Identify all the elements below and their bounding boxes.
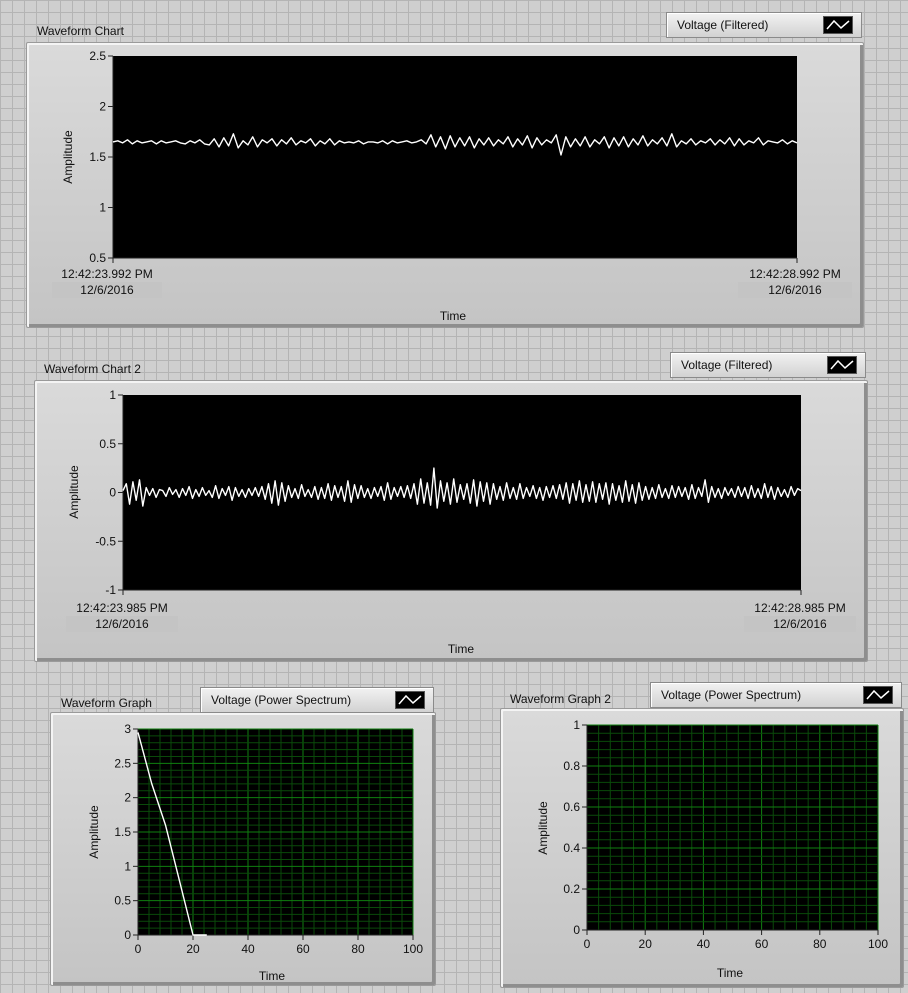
- y-tick-label: 0: [573, 923, 580, 937]
- y-tick-label: 3: [124, 722, 131, 736]
- series-line: [112, 133, 798, 156]
- y-tick-label: 2: [124, 791, 131, 805]
- x-tick-label: 60: [755, 937, 769, 951]
- y-tick-label: 0: [109, 486, 116, 500]
- x-start-time: 12:42:23.985 PM: [76, 601, 168, 615]
- plot-style-icon[interactable]: [823, 16, 853, 34]
- x-tick-label: 40: [241, 942, 255, 956]
- x-start-time-label: 12:42:23.992 PM 12/6/2016: [52, 266, 162, 298]
- plot-area: [587, 725, 878, 930]
- x-tick-label: 40: [697, 937, 711, 951]
- x-start-date: 12/6/2016: [66, 616, 178, 632]
- y-tick-label: 0.4: [563, 841, 580, 855]
- y-tick-label: 1.5: [114, 825, 131, 839]
- x-axis-title: Time: [448, 642, 475, 656]
- x-tick-label: 100: [868, 937, 888, 951]
- y-tick-label: 2.5: [89, 49, 106, 63]
- plot-area: [113, 56, 797, 258]
- waveform-graph-title: Waveform Graph: [61, 696, 152, 710]
- x-end-time: 12:42:28.992 PM: [749, 267, 841, 281]
- y-tick-label: 1: [124, 859, 131, 873]
- plot-style-icon[interactable]: [395, 691, 425, 709]
- y-tick-label: 1: [109, 388, 116, 402]
- y-tick-label: 0.5: [99, 437, 116, 451]
- y-tick-label: 1: [99, 201, 106, 215]
- waveform-graph-2-legend[interactable]: Voltage (Power Spectrum): [650, 682, 902, 708]
- series-line: [137, 732, 207, 936]
- y-tick-label: 2.5: [114, 756, 131, 770]
- y-tick-label: -1: [105, 583, 116, 597]
- waveform-chart-legend[interactable]: Voltage (Filtered): [666, 12, 862, 38]
- y-axis-title: Amplitude: [87, 805, 101, 859]
- x-tick-label: 100: [403, 942, 423, 956]
- x-tick-label: 80: [351, 942, 365, 956]
- y-tick-label: 0.8: [563, 759, 580, 773]
- waveform-graph-legend[interactable]: Voltage (Power Spectrum): [200, 687, 434, 713]
- plot-style-icon[interactable]: [827, 356, 857, 374]
- y-tick-label: 1.5: [89, 150, 106, 164]
- legend-label: Voltage (Power Spectrum): [661, 688, 802, 702]
- y-tick-label: 0: [124, 928, 131, 942]
- x-tick-label: 80: [813, 937, 827, 951]
- x-axis-title: Time: [717, 966, 744, 980]
- x-start-time-label: 12:42:23.985 PM 12/6/2016: [66, 600, 178, 632]
- legend-label: Voltage (Filtered): [681, 358, 773, 372]
- x-end-time: 12:42:28.985 PM: [754, 601, 846, 615]
- waveform-graph-2-title: Waveform Graph 2: [510, 692, 611, 706]
- x-tick-label: 0: [135, 942, 142, 956]
- x-end-date: 12/6/2016: [744, 616, 856, 632]
- x-end-time-label: 12:42:28.992 PM 12/6/2016: [738, 266, 852, 298]
- waveform-chart-2-title: Waveform Chart 2: [44, 362, 141, 376]
- x-start-date: 12/6/2016: [52, 282, 162, 298]
- x-end-date: 12/6/2016: [738, 282, 852, 298]
- y-axis-title: Amplitude: [536, 801, 550, 855]
- y-axis-title: Amplitude: [67, 465, 81, 519]
- y-tick-label: 0.2: [563, 882, 580, 896]
- legend-label: Voltage (Power Spectrum): [211, 693, 352, 707]
- y-tick-label: 0.5: [89, 251, 106, 265]
- x-axis-title: Time: [259, 969, 286, 983]
- series-line: [122, 467, 802, 509]
- x-end-time-label: 12:42:28.985 PM 12/6/2016: [744, 600, 856, 632]
- x-tick-label: 0: [584, 937, 591, 951]
- y-tick-label: 0.6: [563, 800, 580, 814]
- y-tick-label: 1: [573, 718, 580, 732]
- legend-label: Voltage (Filtered): [677, 18, 769, 32]
- y-axis-title: Amplitude: [61, 130, 75, 184]
- y-tick-label: -0.5: [95, 534, 116, 548]
- x-start-time: 12:42:23.992 PM: [61, 267, 153, 281]
- waveform-chart-title: Waveform Chart: [37, 24, 124, 38]
- x-tick-label: 60: [296, 942, 310, 956]
- y-tick-label: 2: [99, 100, 106, 114]
- x-tick-label: 20: [639, 937, 653, 951]
- waveform-chart-2-legend[interactable]: Voltage (Filtered): [670, 352, 866, 378]
- y-tick-label: 0.5: [114, 894, 131, 908]
- x-axis-title: Time: [440, 309, 467, 323]
- plot-style-icon[interactable]: [863, 686, 893, 704]
- x-tick-label: 20: [186, 942, 200, 956]
